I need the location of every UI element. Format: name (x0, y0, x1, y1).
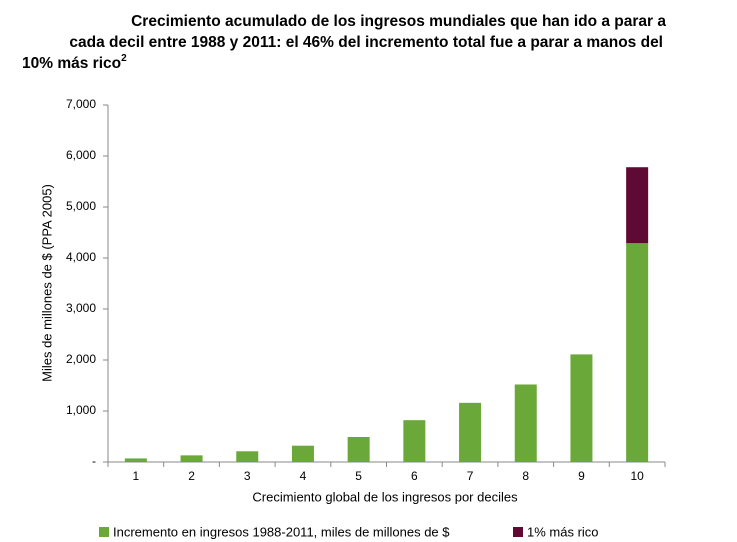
bar-segment (626, 167, 649, 244)
title-superscript: 2 (121, 53, 127, 64)
x-tick-label: 3 (244, 469, 251, 483)
y-tick-label: 3,000 (66, 301, 96, 315)
x-axis-label: Crecimiento global de los ingresos por d… (252, 489, 518, 504)
x-tick-label: 6 (411, 469, 418, 483)
chart-title: Crecimiento acumulado de los ingresos mu… (131, 13, 666, 30)
bar-segment (514, 384, 537, 462)
bar-segment (403, 420, 426, 462)
y-tick-label: - (92, 454, 96, 468)
chart-title: 10% más rico2 (22, 53, 127, 72)
bar-segment (570, 354, 593, 462)
bar-segment (124, 458, 147, 462)
x-tick-label: 9 (578, 469, 585, 483)
bar-segment (347, 437, 370, 462)
x-tick-label: 1 (133, 469, 140, 483)
x-tick-label: 4 (300, 469, 307, 483)
y-tick-label: 1,000 (66, 403, 96, 417)
x-tick-label: 7 (467, 469, 474, 483)
chart-title: cada decil entre 1988 y 2011: el 46% del… (69, 34, 663, 51)
x-tick-label: 8 (522, 469, 529, 483)
x-tick-label: 10 (630, 469, 644, 483)
x-tick-label: 2 (188, 469, 195, 483)
x-tick-label: 5 (355, 469, 362, 483)
bar-segment (459, 402, 482, 462)
chart-title: 10% más rico (22, 55, 121, 72)
y-tick-label: 4,000 (66, 250, 96, 264)
bar-segment (626, 243, 649, 462)
legend-label: Incremento en ingresos 1988-2011, miles … (113, 524, 450, 539)
legend-label: 1% más rico (527, 524, 599, 539)
y-tick-label: 7,000 (66, 97, 96, 111)
bar-segment (236, 451, 259, 462)
bar-segment (180, 455, 203, 462)
y-tick-label: 5,000 (66, 199, 96, 213)
bar-segment (291, 445, 314, 462)
legend-swatch (513, 527, 523, 537)
legend-swatch (99, 527, 109, 537)
y-axis-label: Miles de millones de $ (PPA 2005) (39, 184, 54, 382)
y-tick-label: 6,000 (66, 148, 96, 162)
y-tick-label: 2,000 (66, 352, 96, 366)
